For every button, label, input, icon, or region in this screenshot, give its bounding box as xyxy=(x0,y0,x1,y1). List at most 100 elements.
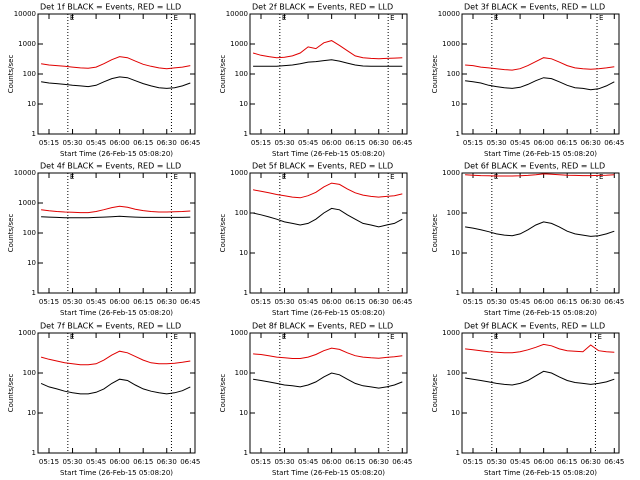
x-tick-label: 05:30 xyxy=(62,458,82,466)
x-tick-label: 05:45 xyxy=(298,139,318,147)
panel: Det 4f BLACK = Events, RED = LLD Counts/s… xyxy=(7,162,200,318)
y-tick-label: 1000 xyxy=(230,329,248,337)
series-line xyxy=(252,40,403,60)
y-tick-label: 100 xyxy=(235,70,248,78)
y-tick-label: 1000 xyxy=(230,169,248,177)
y-tick-label: 10000 xyxy=(14,10,36,18)
panel: Det 6f BLACK = Events, RED = LLD Counts/s… xyxy=(431,162,624,318)
series-line xyxy=(41,76,191,89)
y-tick-label: 100 xyxy=(235,369,248,377)
x-tick-label: 06:45 xyxy=(392,298,412,306)
y-tick-label: 10 xyxy=(451,100,460,108)
x-tick-label: 06:00 xyxy=(534,458,554,466)
series-line xyxy=(253,182,403,199)
marker-label: E xyxy=(282,173,286,181)
y-tick-label: 10 xyxy=(239,249,248,257)
series-line xyxy=(465,77,615,91)
y-tick-label: 1000 xyxy=(230,40,248,48)
marker-label: E xyxy=(70,173,74,181)
panel-title: Det 4f BLACK = Events, RED = LLD xyxy=(40,162,181,171)
panel: Det 2f BLACK = Events, RED = LLD Counts/s… xyxy=(219,3,412,159)
panel-title: Det 6f BLACK = Events, RED = LLD xyxy=(464,162,605,171)
x-tick-label: 05:30 xyxy=(486,139,506,147)
marker-label: E xyxy=(390,173,394,181)
panel-title: Det 2f BLACK = Events, RED = LLD xyxy=(252,3,393,12)
panel: Det 3f BLACK = Events, RED = LLD Counts/s… xyxy=(431,3,624,159)
x-tick-label: 06:00 xyxy=(322,139,342,147)
x-tick-label: 05:30 xyxy=(62,298,82,306)
series-line xyxy=(40,378,191,395)
y-tick-label: 10 xyxy=(451,409,460,417)
x-tick-label: 05:15 xyxy=(251,458,271,466)
x-tick-label: 05:15 xyxy=(39,139,59,147)
panel-title: Det 1f BLACK = Events, RED = LLD xyxy=(40,3,181,12)
series-line xyxy=(41,205,191,214)
panel: Det 7f BLACK = Events, RED = LLD Counts/s… xyxy=(7,322,200,478)
marker-label: E xyxy=(70,333,74,341)
x-axis-label: Start Time (26-Feb-15 05:08:20) xyxy=(484,150,597,158)
y-axis-label: Counts/sec xyxy=(219,214,227,253)
series-line xyxy=(465,173,615,177)
marker-label: E xyxy=(390,333,394,341)
x-tick-label: 06:30 xyxy=(369,139,389,147)
y-tick-label: 1 xyxy=(32,289,36,297)
series-line xyxy=(465,370,615,386)
y-axis-label: Counts/sec xyxy=(431,55,439,94)
x-tick-label: 06:00 xyxy=(110,298,130,306)
plot-frame xyxy=(461,13,620,135)
x-tick-label: 06:15 xyxy=(345,458,365,466)
x-tick-label: 06:30 xyxy=(369,298,389,306)
plot-frame xyxy=(461,172,620,294)
marker-label: E xyxy=(390,14,394,22)
y-tick-label: 10000 xyxy=(438,10,460,18)
y-tick-label: 1 xyxy=(244,289,248,297)
x-axis-label: Start Time (26-Feb-15 05:08:20) xyxy=(272,309,385,317)
x-tick-label: 06:15 xyxy=(345,298,365,306)
y-axis-label: Counts/sec xyxy=(431,374,439,413)
plot-frame xyxy=(249,332,408,454)
x-tick-label: 06:00 xyxy=(534,298,554,306)
panel: Det 1f BLACK = Events, RED = LLD Counts/s… xyxy=(7,3,200,159)
x-axis-label: Start Time (26-Feb-15 05:08:20) xyxy=(60,150,173,158)
y-tick-label: 10000 xyxy=(14,169,36,177)
x-tick-label: 05:45 xyxy=(86,458,106,466)
y-tick-label: 100 xyxy=(23,369,36,377)
series-line xyxy=(253,372,403,389)
marker-label: E xyxy=(173,333,177,341)
x-tick-label: 06:15 xyxy=(133,458,153,466)
y-axis-label: Counts/sec xyxy=(219,374,227,413)
y-tick-label: 1 xyxy=(456,289,460,297)
y-tick-label: 10000 xyxy=(226,10,248,18)
x-tick-label: 06:30 xyxy=(369,458,389,466)
x-axis-label: Start Time (26-Feb-15 05:08:20) xyxy=(272,150,385,158)
x-tick-label: 06:30 xyxy=(157,298,177,306)
x-tick-label: 05:30 xyxy=(274,458,294,466)
series-line xyxy=(41,215,191,219)
x-tick-label: 05:30 xyxy=(274,139,294,147)
y-tick-label: 100 xyxy=(235,209,248,217)
y-tick-label: 10 xyxy=(451,249,460,257)
marker-label: E xyxy=(494,333,498,341)
y-tick-label: 100 xyxy=(23,229,36,237)
marker-label: E xyxy=(282,14,286,22)
y-tick-label: 1 xyxy=(456,130,460,138)
x-tick-label: 05:15 xyxy=(39,298,59,306)
series-line xyxy=(253,347,403,359)
x-tick-label: 05:45 xyxy=(298,458,318,466)
x-tick-label: 06:45 xyxy=(604,458,624,466)
x-tick-label: 05:15 xyxy=(463,139,483,147)
x-tick-label: 06:00 xyxy=(322,298,342,306)
plot-frame xyxy=(249,172,408,294)
x-tick-label: 05:45 xyxy=(86,298,106,306)
x-tick-label: 06:15 xyxy=(133,298,153,306)
x-axis-label: Start Time (26-Feb-15 05:08:20) xyxy=(60,469,173,477)
x-axis-label: Start Time (26-Feb-15 05:08:20) xyxy=(60,309,173,317)
x-tick-label: 06:45 xyxy=(604,139,624,147)
y-tick-label: 1000 xyxy=(18,199,36,207)
plot-frame xyxy=(249,13,408,135)
x-tick-label: 06:00 xyxy=(110,139,130,147)
x-tick-label: 05:45 xyxy=(298,298,318,306)
x-tick-label: 05:45 xyxy=(510,458,530,466)
marker-label: E xyxy=(173,173,177,181)
panel: Det 8f BLACK = Events, RED = LLD Counts/s… xyxy=(219,322,412,478)
